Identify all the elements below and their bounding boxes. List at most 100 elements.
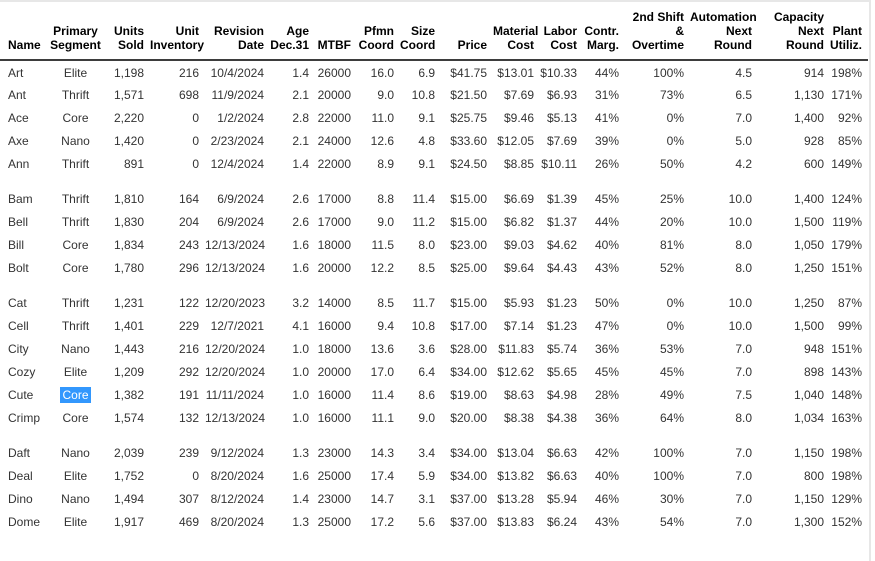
cell-primary-segment: Elite <box>63 514 88 529</box>
cell-capacity-next-round: 1,500 <box>793 318 824 333</box>
cell-size-coord: 5.6 <box>418 514 435 529</box>
cell-material-cost: $9.46 <box>503 110 534 125</box>
cell-pfmn-coord: 9.0 <box>377 214 394 229</box>
cell-second-shift-overtime: 81% <box>659 237 684 252</box>
cell-revision-date: 10/4/2024 <box>210 66 264 80</box>
cell-size-coord: 11.7 <box>412 295 435 310</box>
cell-plant-utiliz: 143% <box>831 364 862 379</box>
cell-primary-segment: Nano <box>61 491 90 506</box>
cell-second-shift-overtime: 0% <box>666 133 684 148</box>
cell-mtbf: 18000 <box>317 341 351 356</box>
cell-material-cost: $7.14 <box>503 318 534 333</box>
cell-size-coord: 9.0 <box>418 410 435 425</box>
cell-units-sold: 1,830 <box>113 214 144 229</box>
cell-unit-inventory: 239 <box>178 445 199 460</box>
cell-capacity-next-round: 800 <box>803 468 824 483</box>
cell-material-cost: $9.03 <box>503 237 534 252</box>
cell-name: Cat <box>8 295 27 310</box>
product-row-art: Art Elite 1,198 216 10/4/2024 1.4 26000 16.0 6.9… <box>0 60 868 83</box>
cell-size-coord: 9.1 <box>418 156 435 171</box>
cell-primary-segment: Core <box>50 383 107 406</box>
cell-plant-utiliz: 129% <box>831 491 862 506</box>
cell-plant-utiliz: 124% <box>831 191 862 206</box>
cell-revision-date: 8/12/2024 <box>210 491 264 506</box>
cell-automation-next-round: 10.0 <box>728 318 752 333</box>
cell-name: Bam <box>8 191 33 206</box>
cell-capacity-next-round: 898 <box>803 364 824 379</box>
cell-plant-utiliz: 119% <box>832 214 862 229</box>
cell-labor-cost: $1.23 <box>546 295 577 310</box>
cell-contr-marg: 36% <box>594 410 619 425</box>
cell-capacity-next-round: 1,250 <box>793 260 824 275</box>
cell-material-cost: $13.01 <box>497 66 534 80</box>
cell-revision-date: 11/11/2024 <box>205 387 264 402</box>
cell-contr-marg: 44% <box>594 214 619 229</box>
cell-price: $21.50 <box>450 87 487 102</box>
column-header-units-sold: Units Sold <box>114 24 144 52</box>
cell-capacity-next-round: 1,050 <box>793 237 824 252</box>
cell-automation-next-round: 4.5 <box>735 66 752 80</box>
cell-age-dec31: 1.0 <box>292 410 309 425</box>
cell-unit-inventory: 0 <box>192 156 199 171</box>
cell-automation-next-round: 7.5 <box>735 387 752 402</box>
cell-automation-next-round: 10.0 <box>728 214 752 229</box>
cell-capacity-next-round: 1,500 <box>793 214 824 229</box>
cell-price: $33.60 <box>450 133 487 148</box>
column-header-name: Name <box>8 38 41 52</box>
cell-mtbf: 18000 <box>317 237 351 252</box>
cell-mtbf: 17000 <box>317 191 351 206</box>
cell-age-dec31: 2.1 <box>292 87 309 102</box>
cell-revision-date: 12/20/2024 <box>205 364 266 379</box>
selected-text[interactable]: Core <box>60 386 91 403</box>
cell-contr-marg: 43% <box>594 260 619 275</box>
cell-price: $34.00 <box>450 364 487 379</box>
cell-second-shift-overtime: 73% <box>659 87 684 102</box>
cell-primary-segment: Elite <box>63 364 88 379</box>
cell-automation-next-round: 7.0 <box>735 364 752 379</box>
cell-contr-marg: 28% <box>594 387 619 402</box>
cell-unit-inventory: 243 <box>178 237 199 252</box>
cell-pfmn-coord: 17.4 <box>370 468 394 483</box>
cell-second-shift-overtime: 0% <box>666 318 684 333</box>
cell-capacity-next-round: 914 <box>803 66 824 80</box>
cell-plant-utiliz: 87% <box>837 295 862 310</box>
cell-primary-segment: Nano <box>61 133 90 148</box>
cell-price: $28.00 <box>450 341 487 356</box>
cell-automation-next-round: 4.2 <box>735 156 752 171</box>
cell-labor-cost: $1.39 <box>546 191 577 206</box>
cell-price: $24.50 <box>450 156 487 171</box>
cell-size-coord: 8.5 <box>418 260 435 275</box>
cell-second-shift-overtime: 25% <box>659 191 684 206</box>
cell-second-shift-overtime: 64% <box>659 410 684 425</box>
cell-name: Cozy <box>8 364 36 379</box>
cell-size-coord: 11.2 <box>412 214 435 229</box>
cell-unit-inventory: 698 <box>178 87 199 102</box>
cell-units-sold: 2,039 <box>113 445 144 460</box>
cell-units-sold: 1,917 <box>113 514 144 529</box>
cell-mtbf: 22000 <box>317 110 351 125</box>
cell-material-cost: $7.69 <box>503 87 534 102</box>
cell-pfmn-coord: 16.0 <box>370 66 394 80</box>
cell-capacity-next-round: 1,040 <box>793 387 824 402</box>
column-header-second-shift-overtime: 2nd Shift & Overtime <box>631 10 684 52</box>
cell-mtbf: 16000 <box>317 410 351 425</box>
cell-contr-marg: 40% <box>594 468 619 483</box>
cell-plant-utiliz: 148% <box>831 387 862 402</box>
cell-revision-date: 8/20/2024 <box>210 468 264 483</box>
cell-contr-marg: 31% <box>594 87 619 102</box>
cell-units-sold: 1,574 <box>113 410 144 425</box>
cell-labor-cost: $6.63 <box>546 445 577 460</box>
cell-units-sold: 1,810 <box>113 191 144 206</box>
cell-mtbf: 20000 <box>317 260 351 275</box>
cell-revision-date: 11/9/2024 <box>211 87 265 102</box>
cell-primary-segment: Thrift <box>61 156 90 171</box>
cell-automation-next-round: 5.0 <box>735 133 752 148</box>
cell-size-coord: 9.1 <box>418 110 435 125</box>
cell-unit-inventory: 307 <box>178 491 199 506</box>
cell-material-cost: $8.85 <box>503 156 534 171</box>
cell-pfmn-coord: 11.1 <box>371 410 394 425</box>
product-row-ant: Ant Thrift 1,571 698 11/9/2024 2.1 20000 9.0 10.… <box>0 83 868 106</box>
cell-mtbf: 25000 <box>317 468 351 483</box>
cell-age-dec31: 1.4 <box>292 491 309 506</box>
